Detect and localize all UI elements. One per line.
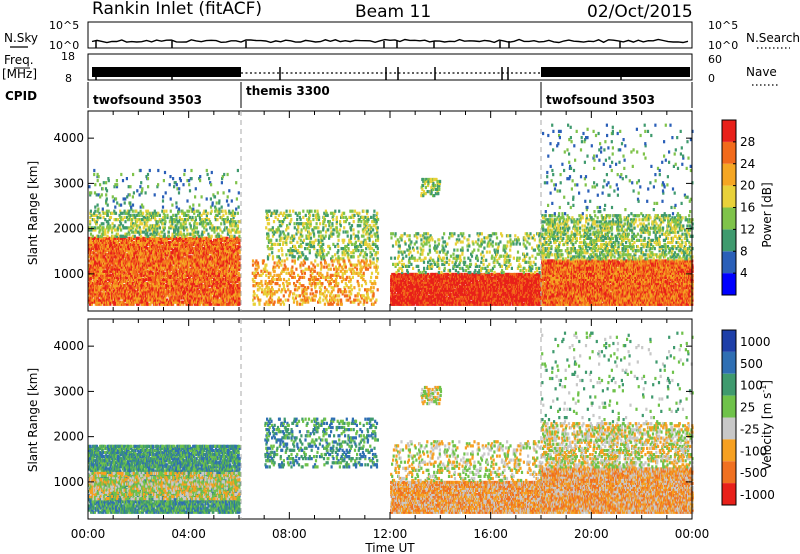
freq-label-b: [MHz]	[2, 67, 37, 81]
nave-bot-tick: 0	[708, 72, 715, 85]
freq-top-tick: 18	[61, 50, 75, 63]
nave-top-tick: 60	[708, 53, 722, 66]
nsky-trace	[92, 40, 688, 43]
cpid-segment-1: twofsound 3503	[93, 93, 202, 107]
freq-bot-tick: 8	[65, 72, 72, 85]
nsky-top-tick: 10^5	[49, 19, 79, 32]
freq-trace-b	[541, 67, 690, 77]
beam-title: Beam 11	[355, 2, 431, 22]
nave-label: Nave	[746, 65, 777, 79]
freq-label-a: Freq.	[4, 53, 34, 67]
date-title: 02/Oct/2015	[587, 2, 693, 22]
nsearch-top-tick: 10^5	[708, 19, 738, 32]
radar-summary-figure: Rankin Inlet (fitACF) Beam 11 02/Oct/201…	[0, 0, 800, 554]
cpid-strip: CPID twofsound 3503 themis 3300 twofsoun…	[5, 82, 692, 108]
nsky-strip: N.Sky 10^5 10^0 10^5 10^0 N.Search	[4, 19, 800, 52]
nsearch-label: N.Search	[746, 31, 800, 45]
station-title: Rankin Inlet (fitACF)	[92, 0, 262, 19]
power-data-cells	[88, 124, 694, 306]
nsearch-bot-tick: 10^0	[708, 39, 738, 52]
freq-trace-a	[92, 67, 241, 77]
cpid-segment-2: themis 3300	[246, 84, 330, 98]
nsky-label: N.Sky	[4, 31, 38, 45]
freq-strip: Freq. [MHz] 18 8 60 0 Nave	[2, 50, 778, 85]
cpid-label: CPID	[5, 89, 37, 103]
cpid-segment-3: twofsound 3503	[546, 93, 655, 107]
